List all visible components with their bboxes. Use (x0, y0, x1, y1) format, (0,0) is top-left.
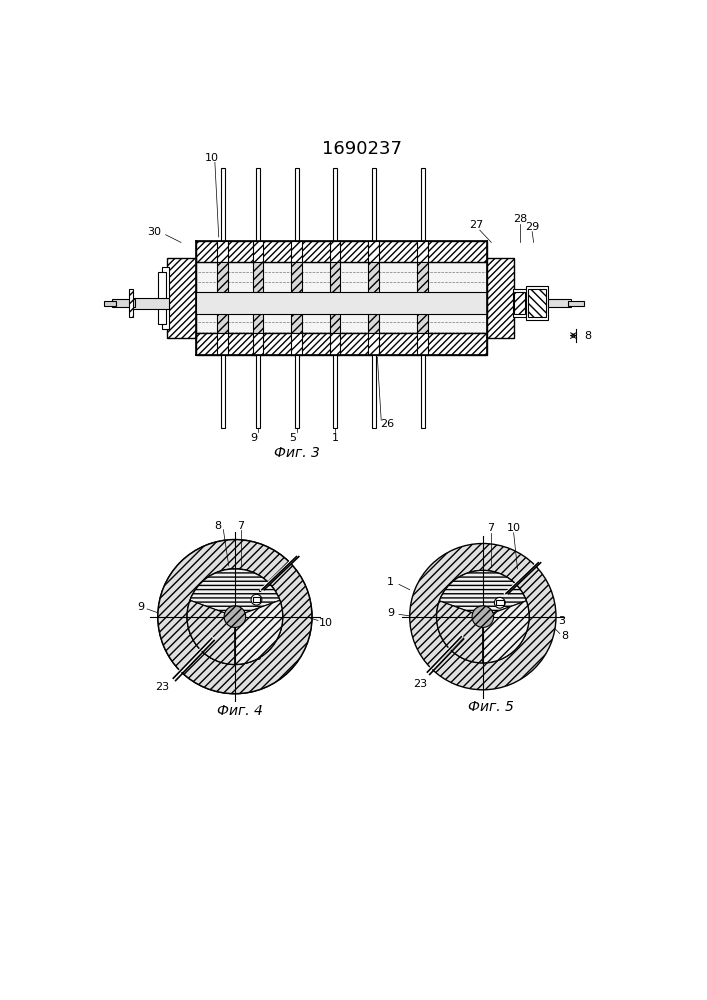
Bar (334, 168, 337, 241)
Bar (221, 355, 225, 428)
Wedge shape (409, 544, 556, 690)
Text: Фиг. 3: Фиг. 3 (274, 446, 320, 460)
Wedge shape (440, 570, 526, 617)
Text: 29: 29 (525, 222, 539, 232)
Wedge shape (437, 601, 483, 663)
Bar (257, 355, 260, 428)
Bar (417, 241, 428, 262)
Bar (259, 589, 261, 591)
Circle shape (472, 606, 493, 627)
Bar (252, 597, 260, 602)
Text: 3: 3 (559, 615, 566, 626)
Bar (334, 355, 337, 428)
Bar (158, 272, 165, 324)
Bar (568, 301, 584, 306)
Wedge shape (187, 600, 235, 664)
Bar (104, 301, 115, 306)
Wedge shape (187, 569, 235, 633)
Text: 1690237: 1690237 (322, 140, 402, 158)
Bar (527, 289, 546, 317)
Bar (131, 298, 170, 309)
Wedge shape (235, 569, 283, 617)
Bar (217, 262, 228, 333)
Wedge shape (190, 569, 280, 617)
Text: 5: 5 (289, 433, 296, 443)
Circle shape (437, 570, 529, 663)
Bar (257, 168, 260, 241)
Bar (368, 333, 379, 355)
Text: 28: 28 (513, 214, 527, 224)
Text: 7: 7 (487, 523, 494, 533)
Text: 9: 9 (250, 433, 258, 443)
Bar (417, 262, 428, 333)
Text: 8: 8 (214, 521, 221, 531)
Circle shape (494, 597, 506, 608)
Text: 10: 10 (507, 523, 520, 533)
Wedge shape (483, 601, 529, 663)
Bar (252, 262, 264, 333)
Circle shape (224, 606, 246, 627)
Text: 23: 23 (413, 679, 427, 689)
Bar (295, 168, 299, 241)
Bar (417, 333, 428, 355)
Bar (515, 292, 525, 314)
Bar (197, 241, 487, 262)
Text: 10: 10 (319, 618, 333, 628)
Bar (329, 262, 340, 333)
Circle shape (158, 540, 312, 694)
Bar (526, 286, 547, 320)
Bar (368, 262, 379, 333)
Wedge shape (158, 540, 312, 694)
Text: Фиг. 5: Фиг. 5 (467, 700, 513, 714)
Text: 5: 5 (255, 652, 262, 662)
Text: 1: 1 (387, 577, 394, 587)
Bar (162, 267, 170, 329)
Text: 7: 7 (238, 521, 245, 531)
Bar (329, 241, 340, 262)
Bar (197, 333, 487, 355)
Bar (329, 333, 340, 355)
Bar (167, 258, 197, 338)
Text: 9: 9 (137, 602, 144, 612)
Bar (421, 168, 425, 241)
Bar (112, 299, 135, 307)
Bar (547, 299, 571, 307)
Bar (368, 241, 379, 262)
Wedge shape (235, 600, 283, 664)
Bar (197, 262, 487, 333)
Text: 27: 27 (469, 220, 483, 230)
Bar (291, 241, 302, 262)
Bar (291, 262, 302, 333)
Text: 1: 1 (332, 433, 339, 443)
Circle shape (187, 569, 283, 664)
Bar (513, 289, 527, 317)
Text: 8: 8 (584, 331, 591, 341)
Wedge shape (190, 617, 235, 664)
Text: 10: 10 (205, 153, 218, 163)
Bar (295, 355, 299, 428)
Bar (291, 333, 302, 355)
Bar (129, 289, 133, 317)
Text: 30: 30 (147, 227, 161, 237)
Text: Фиг. 4: Фиг. 4 (217, 704, 263, 718)
Bar (496, 600, 503, 605)
Bar (197, 292, 487, 314)
Text: 23: 23 (155, 682, 169, 692)
Bar (217, 241, 228, 262)
Bar (487, 258, 515, 338)
Text: 1: 1 (238, 629, 245, 639)
Bar (217, 333, 228, 355)
Text: 8: 8 (561, 631, 569, 641)
Circle shape (251, 594, 262, 605)
Bar (372, 168, 376, 241)
Bar (252, 241, 264, 262)
Bar (372, 355, 376, 428)
Text: 26: 26 (380, 419, 395, 429)
Bar (221, 168, 225, 241)
Bar (252, 333, 264, 355)
Text: 9: 9 (387, 608, 394, 618)
Bar (421, 355, 425, 428)
Wedge shape (235, 617, 283, 664)
